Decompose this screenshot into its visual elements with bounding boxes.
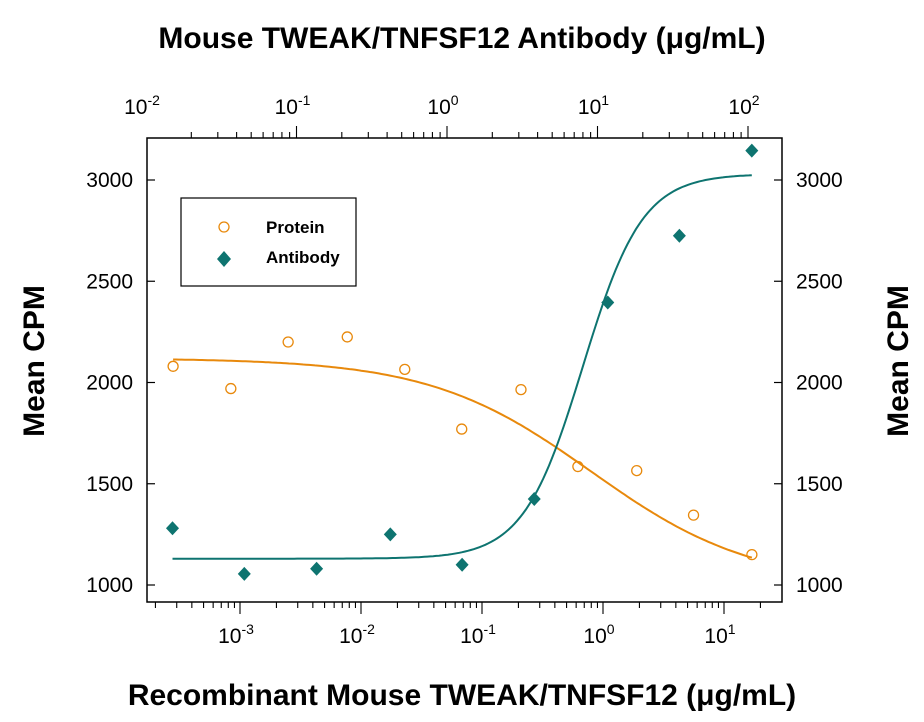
antibody-fit-curve bbox=[172, 174, 752, 560]
protein-point bbox=[282, 336, 294, 348]
y-tick-label: 1500 bbox=[86, 473, 133, 496]
y-tick-label-right: 2000 bbox=[796, 372, 843, 395]
y-tick-label: 3000 bbox=[86, 169, 133, 192]
plot-frame bbox=[146, 137, 783, 603]
x-bottom-tick-label: 101 bbox=[704, 621, 735, 648]
legend: Protein Antibody bbox=[180, 197, 357, 287]
antibody-point bbox=[166, 521, 180, 536]
protein-point bbox=[399, 363, 411, 375]
top-axis-title: Mouse TWEAK/TNFSF12 Antibody (μg/mL) bbox=[158, 22, 765, 55]
protein-point bbox=[167, 360, 179, 372]
x-top-tick-label: 101 bbox=[578, 92, 609, 119]
x-bottom-tick-label: 10-3 bbox=[218, 621, 254, 648]
x-bottom-tick-label: 10-1 bbox=[460, 621, 496, 648]
y-tick-label: 1000 bbox=[86, 574, 133, 597]
y-tick-label-right: 3000 bbox=[796, 169, 843, 192]
antibody-point bbox=[310, 561, 324, 576]
protein-point bbox=[631, 464, 643, 477]
protein-point bbox=[456, 423, 468, 435]
x-axis-title: Recombinant Mouse TWEAK/TNFSF12 (μg/mL) bbox=[128, 679, 796, 712]
protein-point bbox=[687, 509, 700, 521]
legend-box bbox=[180, 197, 357, 287]
y-tick-label: 2000 bbox=[86, 372, 133, 395]
antibody-point bbox=[601, 295, 615, 310]
x-bottom-tick-label: 10-2 bbox=[339, 621, 375, 648]
legend-antibody-marker bbox=[217, 251, 231, 267]
x-bottom-tick-label: 100 bbox=[583, 621, 614, 648]
protein-point bbox=[746, 548, 758, 561]
antibody-point bbox=[745, 143, 759, 158]
x-top-tick-label: 100 bbox=[427, 92, 458, 119]
protein-fit-curve bbox=[173, 358, 753, 559]
legend-protein-label: Protein bbox=[266, 218, 325, 237]
antibody-point bbox=[383, 527, 397, 542]
y-tick-label: 2500 bbox=[86, 270, 133, 293]
y-axis-title: Mean CPM bbox=[18, 285, 51, 437]
protein-point bbox=[341, 331, 353, 343]
y-tick-label-right: 1000 bbox=[796, 574, 843, 597]
x-top-tick-label: 10-2 bbox=[124, 92, 160, 119]
antibody-point bbox=[455, 557, 469, 572]
protein-point bbox=[225, 382, 237, 395]
antibody-point bbox=[527, 491, 541, 506]
y-tick-label-right: 1500 bbox=[796, 473, 843, 496]
x-top-tick-label: 10-1 bbox=[275, 92, 311, 119]
protein-point bbox=[572, 460, 584, 473]
protein-point bbox=[515, 383, 527, 396]
antibody-point bbox=[672, 228, 686, 243]
x-top-tick-label: 102 bbox=[728, 92, 759, 119]
legend-protein-marker bbox=[218, 221, 230, 233]
legend-antibody-label: Antibody bbox=[266, 248, 340, 267]
y-axis-title-right: Mean CPM bbox=[882, 285, 915, 437]
y-tick-label-right: 2500 bbox=[796, 270, 843, 293]
antibody-point bbox=[237, 566, 251, 581]
